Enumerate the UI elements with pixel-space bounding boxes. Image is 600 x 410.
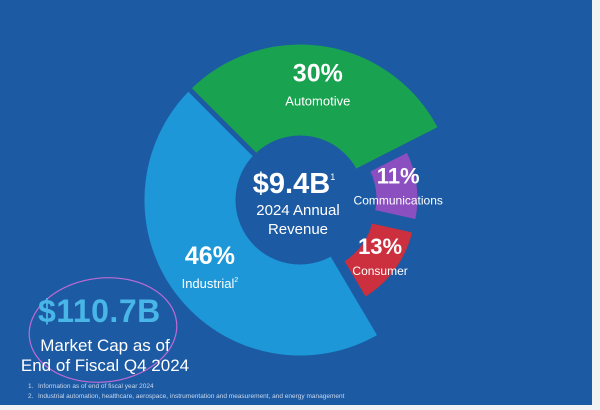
center-value-footnote: 1 (330, 172, 335, 182)
category-label-footnote: 2 (234, 277, 238, 284)
footnote-1-number: 1. (28, 383, 34, 390)
slice-industrial (139, 85, 383, 361)
slice-communications (364, 146, 423, 225)
category-label-communications: Communications (354, 194, 443, 208)
center-label-line2: Revenue (268, 221, 328, 238)
category-label-industrial: Industrial2 (182, 276, 239, 291)
footnote-2: 2. Industrial automation, healthcare, aer… (28, 393, 344, 400)
footnote-2-text: Industrial automation, healthcare, aeros… (38, 393, 345, 400)
center-value: $9.4B1 (253, 168, 335, 200)
value-label-consumer: 13% (358, 234, 402, 259)
value-label-automotive: 30% (293, 59, 343, 87)
value-label-communications: 11% (377, 164, 420, 189)
market-cap-label-line2: End of Fiscal Q4 2024 (20, 356, 190, 375)
scan-edge-right (592, 0, 600, 410)
footnote-1-text: Information as of end of fiscal year 202… (38, 383, 154, 390)
scan-edge-bottom (0, 405, 600, 410)
market-cap-value: $110.7B (38, 293, 161, 329)
value-label-industrial: 46% (185, 242, 235, 270)
market-cap-label: Market Cap as of End of Fiscal Q4 2024 (10, 336, 200, 376)
category-label-automotive: Automotive (285, 93, 350, 108)
center-label-line1: 2024 Annual (256, 202, 339, 219)
slice-consumer (338, 218, 418, 303)
market-cap-label-line1: Market Cap as of (40, 336, 170, 355)
category-label-consumer: Consumer (352, 264, 407, 278)
market-cap-annotation-circle (28, 277, 178, 383)
footnote-2-number: 2. (28, 393, 34, 400)
donut-hole (238, 138, 362, 262)
footnote-1: 1. Information as of end of fiscal year 2… (28, 383, 154, 390)
